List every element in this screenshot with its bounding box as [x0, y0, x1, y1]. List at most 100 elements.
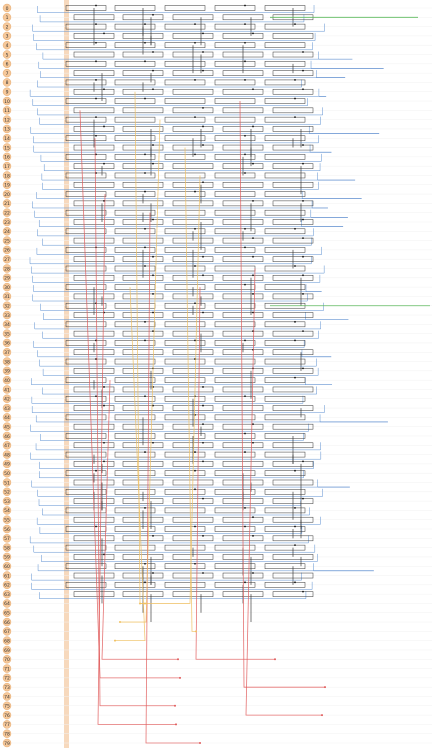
box: [214, 470, 256, 476]
box: [272, 219, 314, 225]
node: [194, 265, 196, 267]
box: [73, 591, 115, 597]
node: [95, 358, 97, 360]
box: [172, 88, 214, 95]
row-label: 33: [2, 310, 12, 320]
box: [214, 42, 256, 48]
node: [294, 320, 296, 323]
box: [222, 312, 264, 318]
row-label: 2: [2, 22, 12, 31]
box: [114, 172, 156, 179]
node: [252, 293, 254, 295]
box: [122, 107, 164, 114]
row-badge: [2, 580, 12, 590]
blue-route: [33, 544, 316, 553]
blue-route: [42, 51, 319, 60]
row-number: 79: [4, 741, 10, 747]
row-number: 32: [4, 304, 10, 310]
node: [294, 469, 296, 472]
row-badge: [2, 552, 12, 562]
node: [294, 265, 296, 267]
box: [222, 423, 264, 430]
row-number: 77: [4, 722, 10, 728]
blue-route: [37, 228, 314, 237]
row-label: 62: [2, 580, 12, 590]
node: [302, 51, 304, 53]
row-label: 61: [2, 571, 12, 580]
row-label: 67: [2, 627, 12, 636]
row-label: 24: [2, 227, 12, 236]
endpoint: [119, 621, 121, 624]
node: [244, 172, 246, 174]
box: [122, 535, 164, 542]
box: [65, 247, 107, 253]
node: [294, 525, 296, 528]
box: [264, 265, 306, 272]
row-label: 53: [2, 496, 12, 506]
row-badge: [2, 357, 12, 366]
row-badge: [2, 217, 12, 227]
row-number: 26: [4, 248, 10, 254]
node: [202, 423, 204, 426]
row-number: 73: [4, 685, 10, 691]
node: [202, 125, 204, 128]
box: [114, 470, 156, 476]
row-label: 12: [2, 115, 12, 124]
box: [164, 563, 206, 569]
node: [144, 97, 146, 100]
box: [114, 321, 156, 328]
row-badge: [2, 366, 12, 376]
row-label: 4: [2, 41, 12, 50]
node: [244, 79, 246, 81]
node: [144, 172, 146, 174]
node: [152, 218, 154, 221]
row-number: 29: [4, 276, 10, 282]
node: [244, 227, 246, 230]
box: [264, 191, 306, 197]
row-number: 11: [4, 108, 10, 114]
box: [172, 405, 214, 411]
box: [172, 535, 214, 542]
row-badge: [2, 617, 12, 627]
box: [222, 405, 264, 411]
box: [214, 302, 256, 309]
box: [65, 321, 107, 328]
node: [302, 69, 304, 72]
box: [65, 489, 107, 495]
box: [272, 88, 314, 95]
box: [73, 182, 115, 188]
blue-route: [34, 321, 321, 330]
box: [122, 219, 164, 225]
row-number: 58: [4, 545, 10, 551]
node: [152, 330, 154, 333]
box: [172, 312, 214, 318]
row-number: 35: [4, 331, 10, 337]
node: [252, 125, 254, 128]
box: [114, 526, 156, 532]
box: [272, 107, 314, 114]
node: [302, 460, 304, 463]
box: [172, 33, 214, 39]
row-number: 7: [6, 71, 9, 77]
row-label: 40: [2, 375, 12, 385]
box: [73, 423, 115, 430]
node: [294, 507, 296, 509]
row-number: 57: [4, 536, 10, 542]
row-label: 74: [2, 692, 12, 701]
box: [122, 126, 164, 132]
blue-route: [32, 293, 308, 302]
box: [264, 284, 306, 290]
blue-route: [35, 442, 321, 451]
row-badge: [2, 3, 12, 13]
box: [272, 572, 314, 579]
box: [272, 498, 314, 504]
row-label: 39: [2, 366, 12, 376]
box: [65, 5, 107, 11]
box: [172, 386, 214, 393]
box: [172, 144, 214, 151]
box: [172, 349, 214, 355]
box: [122, 312, 164, 318]
blue-route: [33, 144, 311, 153]
row-number: 66: [4, 620, 10, 626]
